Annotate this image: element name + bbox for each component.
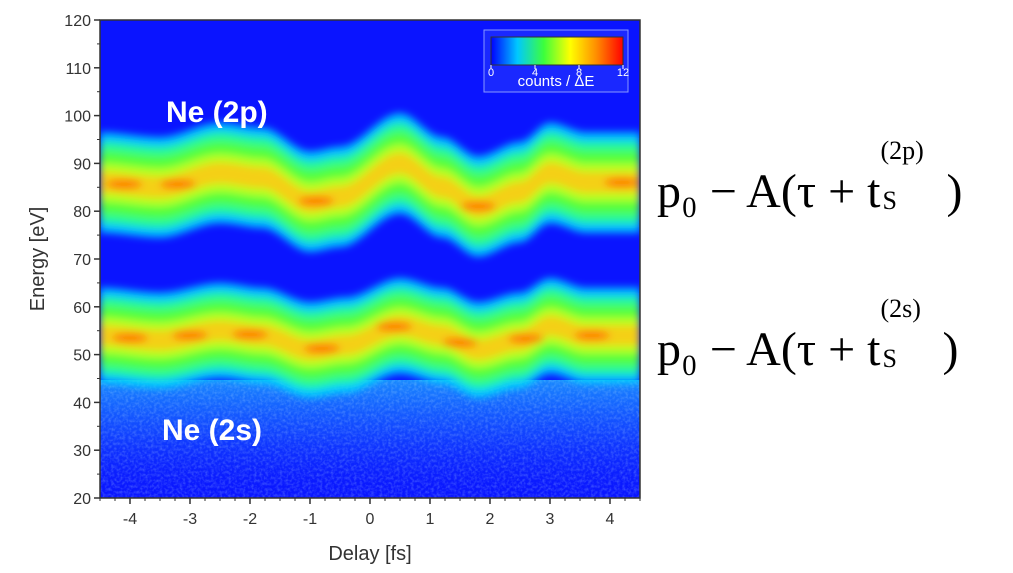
low-energy-grain: [100, 380, 640, 498]
x-tick-label: 1: [426, 511, 435, 528]
y-tick-label: 110: [65, 61, 91, 78]
band-hotspot: [604, 177, 640, 188]
equation-2s-close: ): [942, 323, 959, 376]
band-label-2s: Ne (2s): [162, 414, 262, 447]
x-axis: -4 -3 -2 -1 0 1 2 3 4: [99, 498, 641, 528]
band-hotspot: [160, 179, 196, 190]
y-tick-label: 20: [73, 491, 91, 508]
y-tick-label: 80: [73, 204, 91, 221]
band-label-2p: Ne (2p): [166, 96, 268, 129]
band-hotspot: [508, 333, 544, 344]
colorbar-ticks: 0 4 8 12: [488, 65, 629, 79]
equation-2s-sup: (2s): [880, 294, 921, 323]
band-2p: [100, 113, 640, 257]
x-tick-label: 3: [546, 511, 555, 528]
colorbar: 0 4 8 12 counts / ΔE: [483, 29, 629, 93]
x-tick-label: 4: [606, 511, 615, 528]
colorbar-tick-label: 8: [576, 67, 582, 79]
band-2s: [100, 278, 640, 398]
band-hotspot: [172, 330, 208, 341]
y-tick-label: 100: [64, 109, 91, 126]
colorbar-tick-label: 0: [488, 67, 494, 79]
band-hotspot: [574, 330, 610, 341]
y-axis: 20 30 40 50 60 70 80 90 100 110 120: [64, 13, 100, 508]
band-hotspot: [376, 321, 412, 332]
x-tick-label: -2: [243, 511, 257, 528]
band-hotspot: [460, 201, 496, 212]
equation-2p-sub: S: [882, 186, 897, 215]
x-tick-label: -1: [303, 511, 317, 528]
band-hotspot: [232, 329, 268, 340]
y-tick-label: 120: [64, 13, 91, 30]
y-axis-label: Energy [eV]: [27, 207, 49, 312]
y-tick-label: 40: [73, 395, 91, 412]
equation-2s-main: p₀ − A(τ + t: [657, 323, 881, 376]
equation-2p-close: ): [946, 165, 963, 218]
bands-layer: [100, 113, 640, 398]
band-hotspot: [442, 337, 478, 348]
colorbar-tick-label: 4: [532, 67, 538, 79]
equation-2p: p₀ − A(τ + t (2p) S): [657, 138, 963, 218]
colorbar-label: counts / ΔE: [518, 73, 595, 90]
band-hotspot: [304, 343, 340, 354]
equation-2p-main: p₀ − A(τ + t: [657, 165, 881, 218]
band-hotspot: [298, 196, 334, 207]
colorbar-scale: [490, 36, 624, 66]
y-tick-label: 70: [73, 252, 91, 269]
band-layer: [100, 315, 640, 360]
colorbar-tick-label: 12: [617, 67, 629, 79]
x-axis-label: Delay [fs]: [328, 543, 411, 565]
y-tick-label: 50: [73, 348, 91, 365]
x-tick-label: -3: [183, 511, 197, 528]
y-tick-label: 30: [73, 443, 91, 460]
equation-2s: p₀ − A(τ + t (2s) S): [657, 296, 959, 376]
equation-2s-sub: S: [882, 344, 897, 373]
x-tick-label: 0: [366, 511, 375, 528]
y-tick-label: 90: [73, 156, 91, 173]
band-hotspot: [106, 179, 142, 190]
y-tick-label: 60: [73, 300, 91, 317]
x-tick-label: 2: [486, 511, 495, 528]
equation-2p-sup: (2p): [880, 136, 924, 165]
band-hotspot: [112, 332, 148, 343]
x-tick-label: -4: [123, 511, 137, 528]
band-layer: [100, 152, 640, 217]
